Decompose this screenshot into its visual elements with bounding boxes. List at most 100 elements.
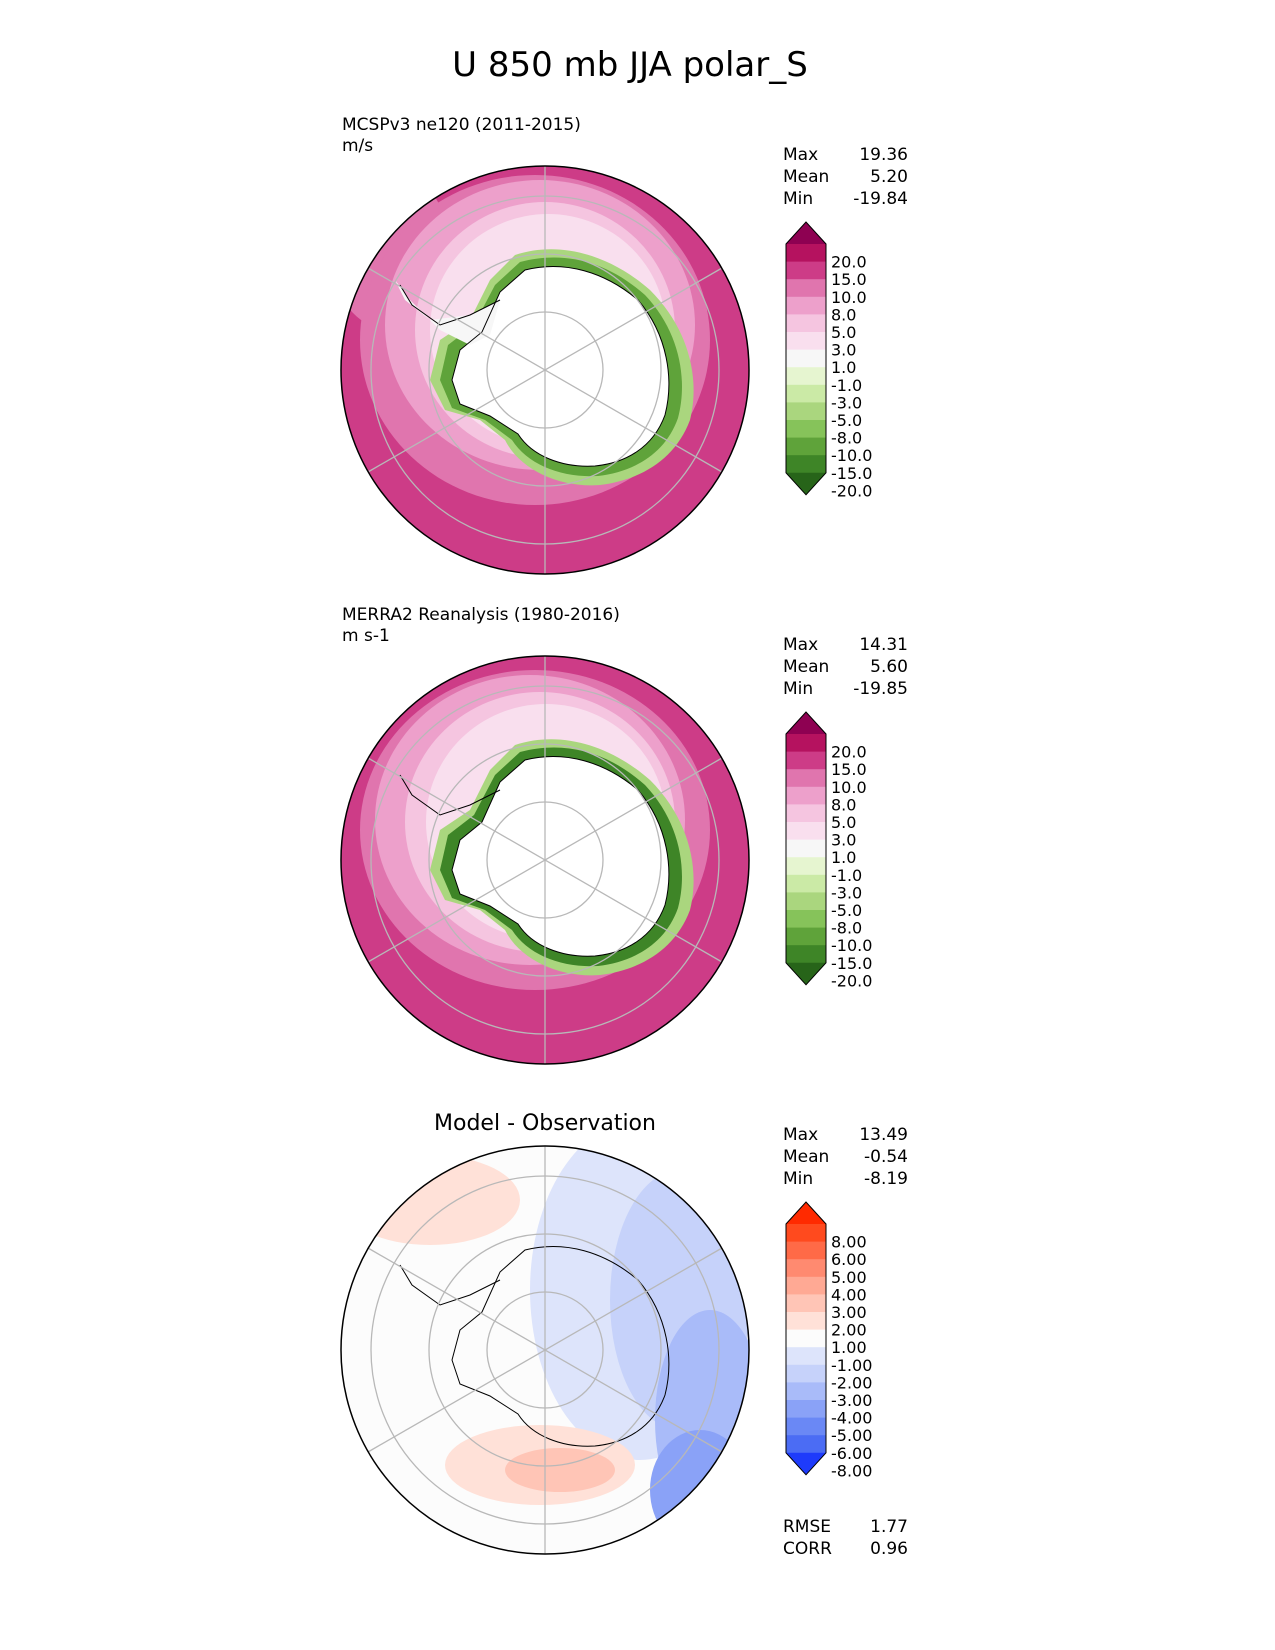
- stat-min-label: Min: [783, 189, 813, 209]
- stat-mean-label: Mean: [783, 657, 829, 677]
- panel-model: MCSPv3 ne120 (2011-2015) m/s: [340, 115, 908, 575]
- colorbar-tick-label: 10.0: [831, 778, 867, 797]
- panel-observation-stats: Max 14.31 Mean 5.60 Min -19.85: [783, 635, 908, 699]
- panel-observation-graticule: [367, 656, 723, 1064]
- panel-difference-coastline: [399, 1246, 670, 1447]
- panel-difference: Model - Observation Max 13.49: [340, 1111, 908, 1559]
- colorbar-segment: [786, 437, 826, 456]
- colorbar-tick-label: -3.0: [831, 883, 862, 902]
- panel-model-units: m/s: [342, 136, 373, 156]
- colorbar-tick-label: -15.0: [831, 954, 872, 973]
- panel-difference-metrics: RMSE 1.77 CORR 0.96: [783, 1517, 908, 1559]
- field-pacific-positive-2: [505, 1448, 615, 1492]
- stat-max-value: 14.31: [859, 635, 908, 655]
- panel-difference-title: Model - Observation: [434, 1111, 656, 1136]
- colorbar-segment: [786, 786, 826, 805]
- panel-model-coastline: [399, 266, 670, 467]
- colorbar-tick-label: -5.00: [831, 1426, 872, 1445]
- colorbar-segment: [786, 839, 826, 858]
- colorbar-extend-max: [786, 712, 826, 734]
- colorbar-segment: [786, 1224, 826, 1243]
- colorbar-segment: [786, 384, 826, 403]
- field-indian-neg-4: [650, 1430, 749, 1550]
- colorbar-segment: [786, 822, 826, 841]
- colorbar-segment: [786, 1259, 826, 1278]
- colorbar-tick-label: -20.0: [831, 481, 872, 500]
- colorbar-outline: [785, 711, 827, 986]
- colorbar-segment: [786, 455, 826, 474]
- field-interior: [452, 266, 669, 467]
- colorbar-extend-min: [786, 472, 826, 495]
- panel-difference-stats: Max 13.49 Mean -0.54 Min -8.19: [783, 1125, 908, 1189]
- panel-model-boundary: [340, 165, 750, 575]
- colorbar-tick-label: -6.00: [831, 1444, 872, 1463]
- colorbar-tick-label: 10.0: [831, 288, 867, 307]
- colorbar-extend-min: [786, 1452, 826, 1475]
- panel-difference-map: [341, 1146, 749, 1554]
- stat-max-label: Max: [783, 145, 818, 165]
- colorbar-tick-label: 4.00: [831, 1285, 867, 1304]
- colorbar-outline: [785, 1201, 827, 1476]
- colorbar-segment: [786, 1312, 826, 1331]
- colorbar-tick-label: 3.0: [831, 831, 856, 850]
- panel-observation: MERRA2 Reanalysis (1980-2016) m s-1: [340, 605, 908, 1065]
- metric-corr-value: 0.96: [870, 1539, 908, 1559]
- panel-model-map: [341, 166, 749, 574]
- colorbar-tick-label: 15.0: [831, 270, 867, 289]
- colorbar-tick-label: 1.0: [831, 358, 856, 377]
- stat-max-value: 19.36: [859, 145, 908, 165]
- panel-observation-coastline: [399, 756, 670, 957]
- colorbar-tick-label: -3.00: [831, 1391, 872, 1410]
- colorbar-tick-label: -10.0: [831, 936, 872, 955]
- colorbar-extend-min: [786, 962, 826, 985]
- colorbar-tick-label: -1.00: [831, 1356, 872, 1375]
- colorbar-segment: [786, 927, 826, 946]
- stat-mean-label: Mean: [783, 1147, 829, 1167]
- panel-model-colorbar: 20.015.010.08.05.03.01.0-1.0-3.0-5.0-8.0…: [785, 221, 872, 500]
- colorbar-segment: [786, 1276, 826, 1295]
- colorbar-tick-label: 3.0: [831, 341, 856, 360]
- stat-mean-value: 5.20: [870, 167, 908, 187]
- panel-model-graticule: [367, 166, 723, 574]
- panel-model-title: MCSPv3 ne120 (2011-2015): [342, 115, 581, 135]
- colorbar-segment: [786, 751, 826, 770]
- colorbar-tick-label: 1.00: [831, 1338, 867, 1357]
- colorbar-tick-label: 8.0: [831, 795, 856, 814]
- colorbar-segment: [786, 1347, 826, 1366]
- colorbar-tick-label: 3.00: [831, 1303, 867, 1322]
- stat-min-value: -19.84: [853, 189, 908, 209]
- colorbar-tick-label: 5.0: [831, 813, 856, 832]
- colorbar-tick-label: 5.00: [831, 1268, 867, 1287]
- stat-min-value: -19.85: [853, 679, 908, 699]
- colorbar-extend-max: [786, 222, 826, 244]
- colorbar-segment: [786, 349, 826, 368]
- colorbar-segment: [786, 892, 826, 911]
- metric-rmse-value: 1.77: [870, 1517, 908, 1537]
- colorbar-tick-label: 8.00: [831, 1233, 867, 1252]
- colorbar-segment: [786, 314, 826, 333]
- panel-difference-colorbar: 8.006.005.004.003.002.001.00-1.00-2.00-3…: [785, 1201, 872, 1480]
- colorbar-segment: [786, 244, 826, 263]
- colorbar-segment: [786, 874, 826, 893]
- colorbar-segment: [786, 857, 826, 876]
- stat-mean-value: 5.60: [870, 657, 908, 677]
- colorbar-tick-label: 20.0: [831, 743, 867, 762]
- colorbar-tick-label: -8.0: [831, 429, 862, 448]
- colorbar-segment: [786, 910, 826, 929]
- stat-mean-label: Mean: [783, 167, 829, 187]
- colorbar-segment: [786, 332, 826, 351]
- colorbar-tick-label: -8.0: [831, 919, 862, 938]
- colorbar-tick-label: 20.0: [831, 253, 867, 272]
- colorbar-segment: [786, 279, 826, 298]
- colorbar-segment: [786, 296, 826, 315]
- colorbar-tick-label: 1.0: [831, 848, 856, 867]
- colorbar-segment: [786, 1382, 826, 1401]
- panel-observation-boundary: [340, 655, 750, 1065]
- panel-difference-boundary: [340, 1145, 750, 1555]
- colorbar-tick-label: 5.0: [831, 323, 856, 342]
- stat-min-label: Min: [783, 679, 813, 699]
- panel-model-stats: Max 19.36 Mean 5.20 Min -19.84: [783, 145, 908, 209]
- colorbar-segment: [786, 261, 826, 280]
- stat-max-value: 13.49: [859, 1125, 908, 1145]
- metric-corr-label: CORR: [783, 1539, 832, 1559]
